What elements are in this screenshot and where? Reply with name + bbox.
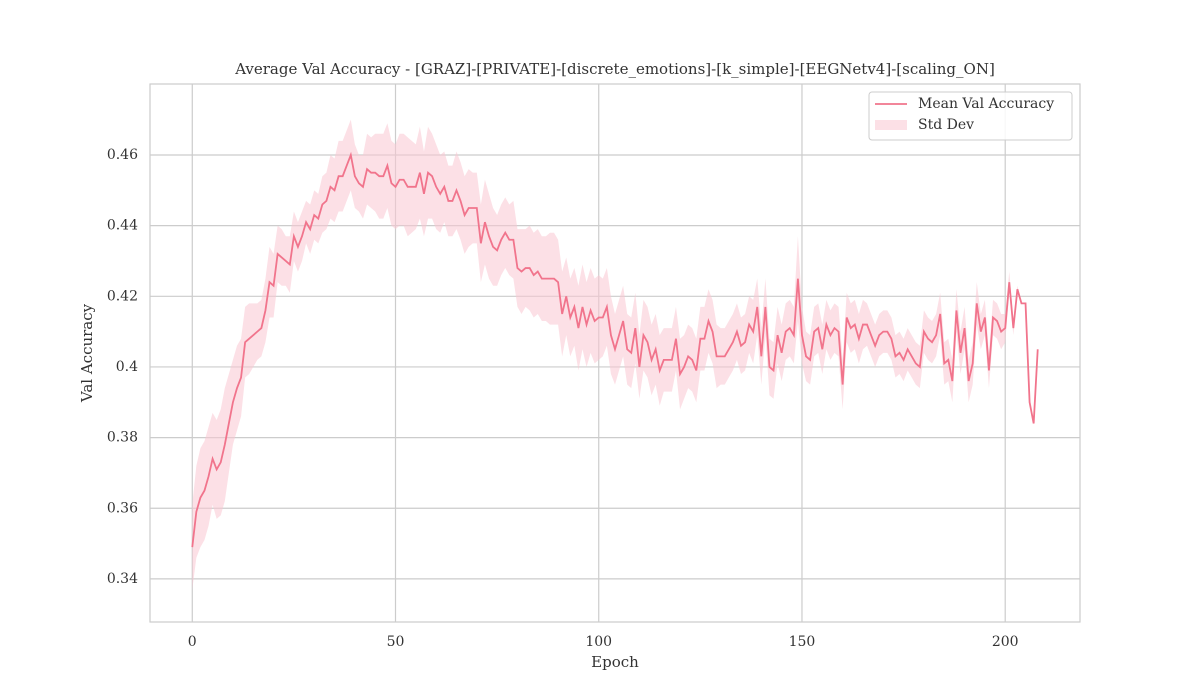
legend-box xyxy=(868,91,1073,141)
x-tick-label: 200 xyxy=(992,634,1019,650)
legend-band-swatch xyxy=(875,120,907,130)
y-tick-label: 0.34 xyxy=(107,571,138,587)
plot-area: 0.34 0.36 0.38 0.4 0.42 0.44 0.46 0 50 100 150 200 M… xyxy=(107,83,1081,650)
plot-frame xyxy=(149,83,1081,623)
y-axis-label: Val Accuracy xyxy=(78,303,96,403)
x-axis-label: Epoch xyxy=(591,653,639,671)
y-tick-label: 0.38 xyxy=(107,430,138,446)
y-tick-label: 0.46 xyxy=(107,147,138,163)
legend-label: Std Dev xyxy=(918,117,974,133)
x-tick-label: 150 xyxy=(789,634,816,650)
y-tick-label: 0.36 xyxy=(107,500,138,516)
x-tick-label: 100 xyxy=(585,634,612,650)
chart-title: Average Val Accuracy - [GRAZ]-[PRIVATE]-… xyxy=(234,60,995,78)
x-tick-label: 0 xyxy=(188,634,197,650)
y-tick-label: 0.44 xyxy=(107,218,138,234)
x-tick-label: 50 xyxy=(387,634,405,650)
legend-label: Mean Val Accuracy xyxy=(918,96,1054,112)
y-tick-label: 0.42 xyxy=(107,288,138,304)
legend: Mean Val Accuracy Std Dev xyxy=(868,91,1073,141)
mean-line xyxy=(191,151,1039,548)
std-band xyxy=(192,119,1038,590)
y-tick-label: 0.4 xyxy=(116,359,138,375)
